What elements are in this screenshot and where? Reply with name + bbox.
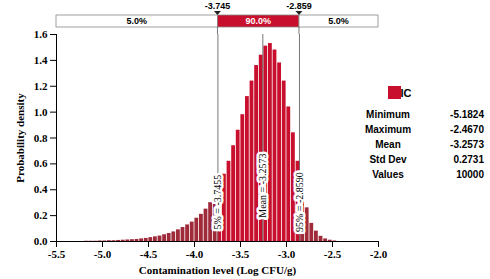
svg-text:Maximum: Maximum xyxy=(365,124,411,135)
svg-text:-3.5: -3.5 xyxy=(232,248,250,260)
svg-text:-4.0: -4.0 xyxy=(186,248,204,260)
svg-text:-2.859: -2.859 xyxy=(286,1,312,11)
svg-text:Mean = -3.2573: Mean = -3.2573 xyxy=(257,153,268,217)
svg-text:-5.1824: -5.1824 xyxy=(450,109,484,120)
svg-text:0.2: 0.2 xyxy=(34,209,48,221)
svg-text:-2.4670: -2.4670 xyxy=(450,124,484,135)
svg-text:Values: Values xyxy=(372,169,404,180)
svg-text:5.0%: 5.0% xyxy=(126,16,147,26)
svg-text:-3.745: -3.745 xyxy=(205,1,231,11)
svg-text:-2.5: -2.5 xyxy=(324,248,342,260)
svg-text:1.4: 1.4 xyxy=(34,54,48,66)
svg-text:1.6: 1.6 xyxy=(34,28,48,40)
svg-text:0.6: 0.6 xyxy=(34,157,48,169)
svg-text:0.8: 0.8 xyxy=(34,132,48,144)
svg-text:5.0%: 5.0% xyxy=(328,16,349,26)
svg-text:-4.5: -4.5 xyxy=(140,248,158,260)
svg-text:1.2: 1.2 xyxy=(34,80,48,92)
svg-text:90.0%: 90.0% xyxy=(245,16,271,26)
svg-text:Probability density: Probability density xyxy=(14,93,26,183)
svg-text:-3.0: -3.0 xyxy=(278,248,296,260)
svg-text:5% = -3.7455: 5% = -3.7455 xyxy=(212,175,223,230)
svg-text:0.0: 0.0 xyxy=(34,235,48,247)
svg-text:IC: IC xyxy=(401,87,412,99)
svg-text:10000: 10000 xyxy=(456,169,484,180)
svg-text:Contamination level (Log CFU/g: Contamination level (Log CFU/g) xyxy=(139,264,297,277)
svg-text:-2.0: -2.0 xyxy=(370,248,388,260)
svg-text:Minimum: Minimum xyxy=(366,109,410,120)
svg-text:-3.2573: -3.2573 xyxy=(450,139,484,150)
svg-text:-5.5: -5.5 xyxy=(48,248,66,260)
svg-text:Std Dev: Std Dev xyxy=(369,154,407,165)
svg-text:0.2731: 0.2731 xyxy=(453,154,484,165)
svg-text:1.0: 1.0 xyxy=(34,106,48,118)
svg-text:-5.0: -5.0 xyxy=(94,248,112,260)
svg-text:0.4: 0.4 xyxy=(34,183,48,195)
svg-text:Mean: Mean xyxy=(375,139,401,150)
svg-text:95% = -2.8590: 95% = -2.8590 xyxy=(294,172,305,232)
